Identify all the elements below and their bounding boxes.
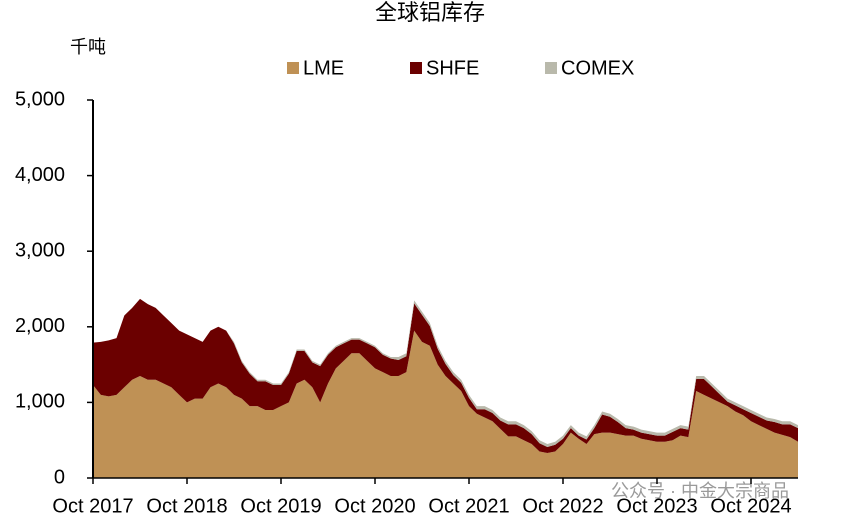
y-tick-label: 3,000 [15, 239, 65, 261]
legend-swatch [545, 62, 557, 74]
x-tick-label: Oct 2017 [52, 495, 133, 517]
x-tick-label: Oct 2022 [522, 495, 603, 517]
chart-title: 全球铝库存 [375, 0, 485, 25]
y-tick-label: 4,000 [15, 164, 65, 186]
x-tick-label: Oct 2021 [428, 495, 509, 517]
x-tick-label: Oct 2018 [146, 495, 227, 517]
legend-label: COMEX [561, 57, 634, 79]
x-tick-label: Oct 2020 [334, 495, 415, 517]
y-tick-label: 5,000 [15, 88, 65, 110]
y-tick-label: 0 [54, 466, 65, 488]
y-axis-label: 千吨 [70, 37, 106, 57]
legend-label: LME [303, 57, 344, 79]
x-tick-label: Oct 2023 [616, 495, 697, 517]
area [93, 330, 798, 478]
area [93, 298, 798, 454]
y-tick-label: 2,000 [15, 315, 65, 337]
legend-swatch [410, 62, 422, 74]
watermark: 公众号 · 中金大宗商品 [611, 481, 789, 501]
legend-swatch [287, 62, 299, 74]
y-tick-label: 1,000 [15, 391, 65, 413]
x-tick-label: Oct 2024 [710, 495, 791, 517]
x-tick-label: Oct 2019 [240, 495, 321, 517]
legend-label: SHFE [426, 57, 479, 79]
